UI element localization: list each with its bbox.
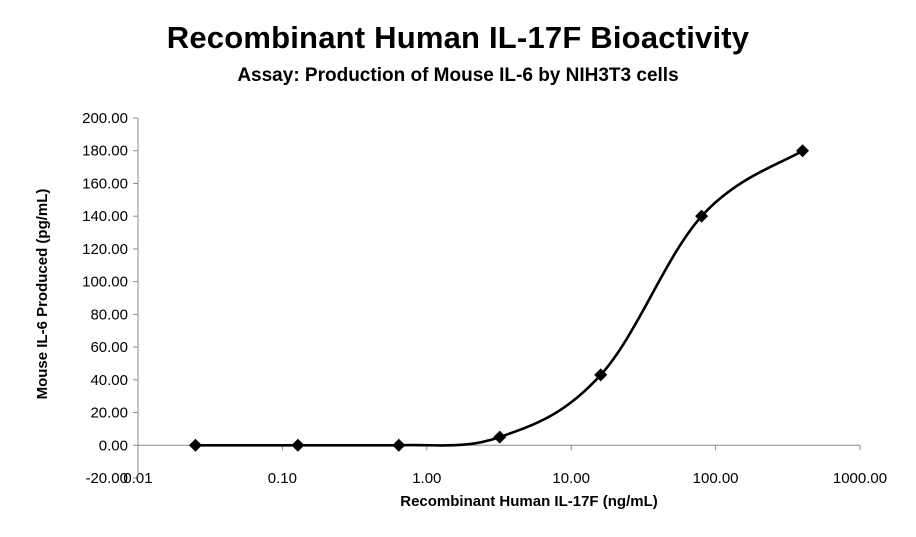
y-axis-ticks: -20.00 0.00 20.00 40.00 60.00 80.00 100.00 120.… bbox=[82, 110, 138, 487]
series-curve bbox=[195, 149, 804, 447]
x-tick-label: 1.00 bbox=[412, 470, 441, 487]
y-tick-label: 80.00 bbox=[90, 306, 128, 323]
data-point-marker bbox=[291, 438, 305, 452]
x-axis-title: Recombinant Human IL-17F (ng/mL) bbox=[400, 493, 658, 510]
x-axis-ticks: 0.01 0.10 1.00 10.00 100.00 1000.00 bbox=[123, 445, 887, 487]
data-point-marker bbox=[796, 144, 810, 158]
y-tick-label: 60.00 bbox=[90, 339, 128, 356]
y-tick-label: 140.00 bbox=[82, 208, 128, 225]
y-tick-label: -20.00 bbox=[85, 470, 128, 487]
y-axis-title: Mouse IL-6 Produced (pg/mL) bbox=[34, 189, 51, 400]
y-tick-label: 180.00 bbox=[82, 143, 128, 160]
y-tick-label: 20.00 bbox=[90, 405, 128, 422]
y-tick-label: 100.00 bbox=[82, 274, 128, 291]
data-point-marker bbox=[392, 438, 406, 452]
x-tick-label: 1000.00 bbox=[833, 470, 887, 487]
chart-title: Recombinant Human IL-17F Bioactivity bbox=[166, 20, 750, 55]
x-tick-label: 10.00 bbox=[552, 470, 590, 487]
y-tick-label: 200.00 bbox=[82, 110, 128, 127]
data-point-marker bbox=[493, 430, 507, 444]
data-markers bbox=[188, 144, 810, 452]
data-point-marker bbox=[594, 368, 608, 382]
x-tick-label: 0.01 bbox=[123, 470, 152, 487]
x-tick-label: 0.10 bbox=[268, 470, 297, 487]
chart-subtitle: Assay: Production of Mouse IL-6 by NIH3T… bbox=[237, 65, 679, 86]
data-point-marker bbox=[695, 209, 709, 223]
y-tick-label: 120.00 bbox=[82, 241, 128, 258]
x-tick-label: 100.00 bbox=[693, 470, 739, 487]
y-tick-label: 40.00 bbox=[90, 372, 128, 389]
y-tick-label: 0.00 bbox=[99, 437, 128, 454]
data-point-marker bbox=[188, 438, 202, 452]
y-tick-label: 160.00 bbox=[82, 175, 128, 192]
